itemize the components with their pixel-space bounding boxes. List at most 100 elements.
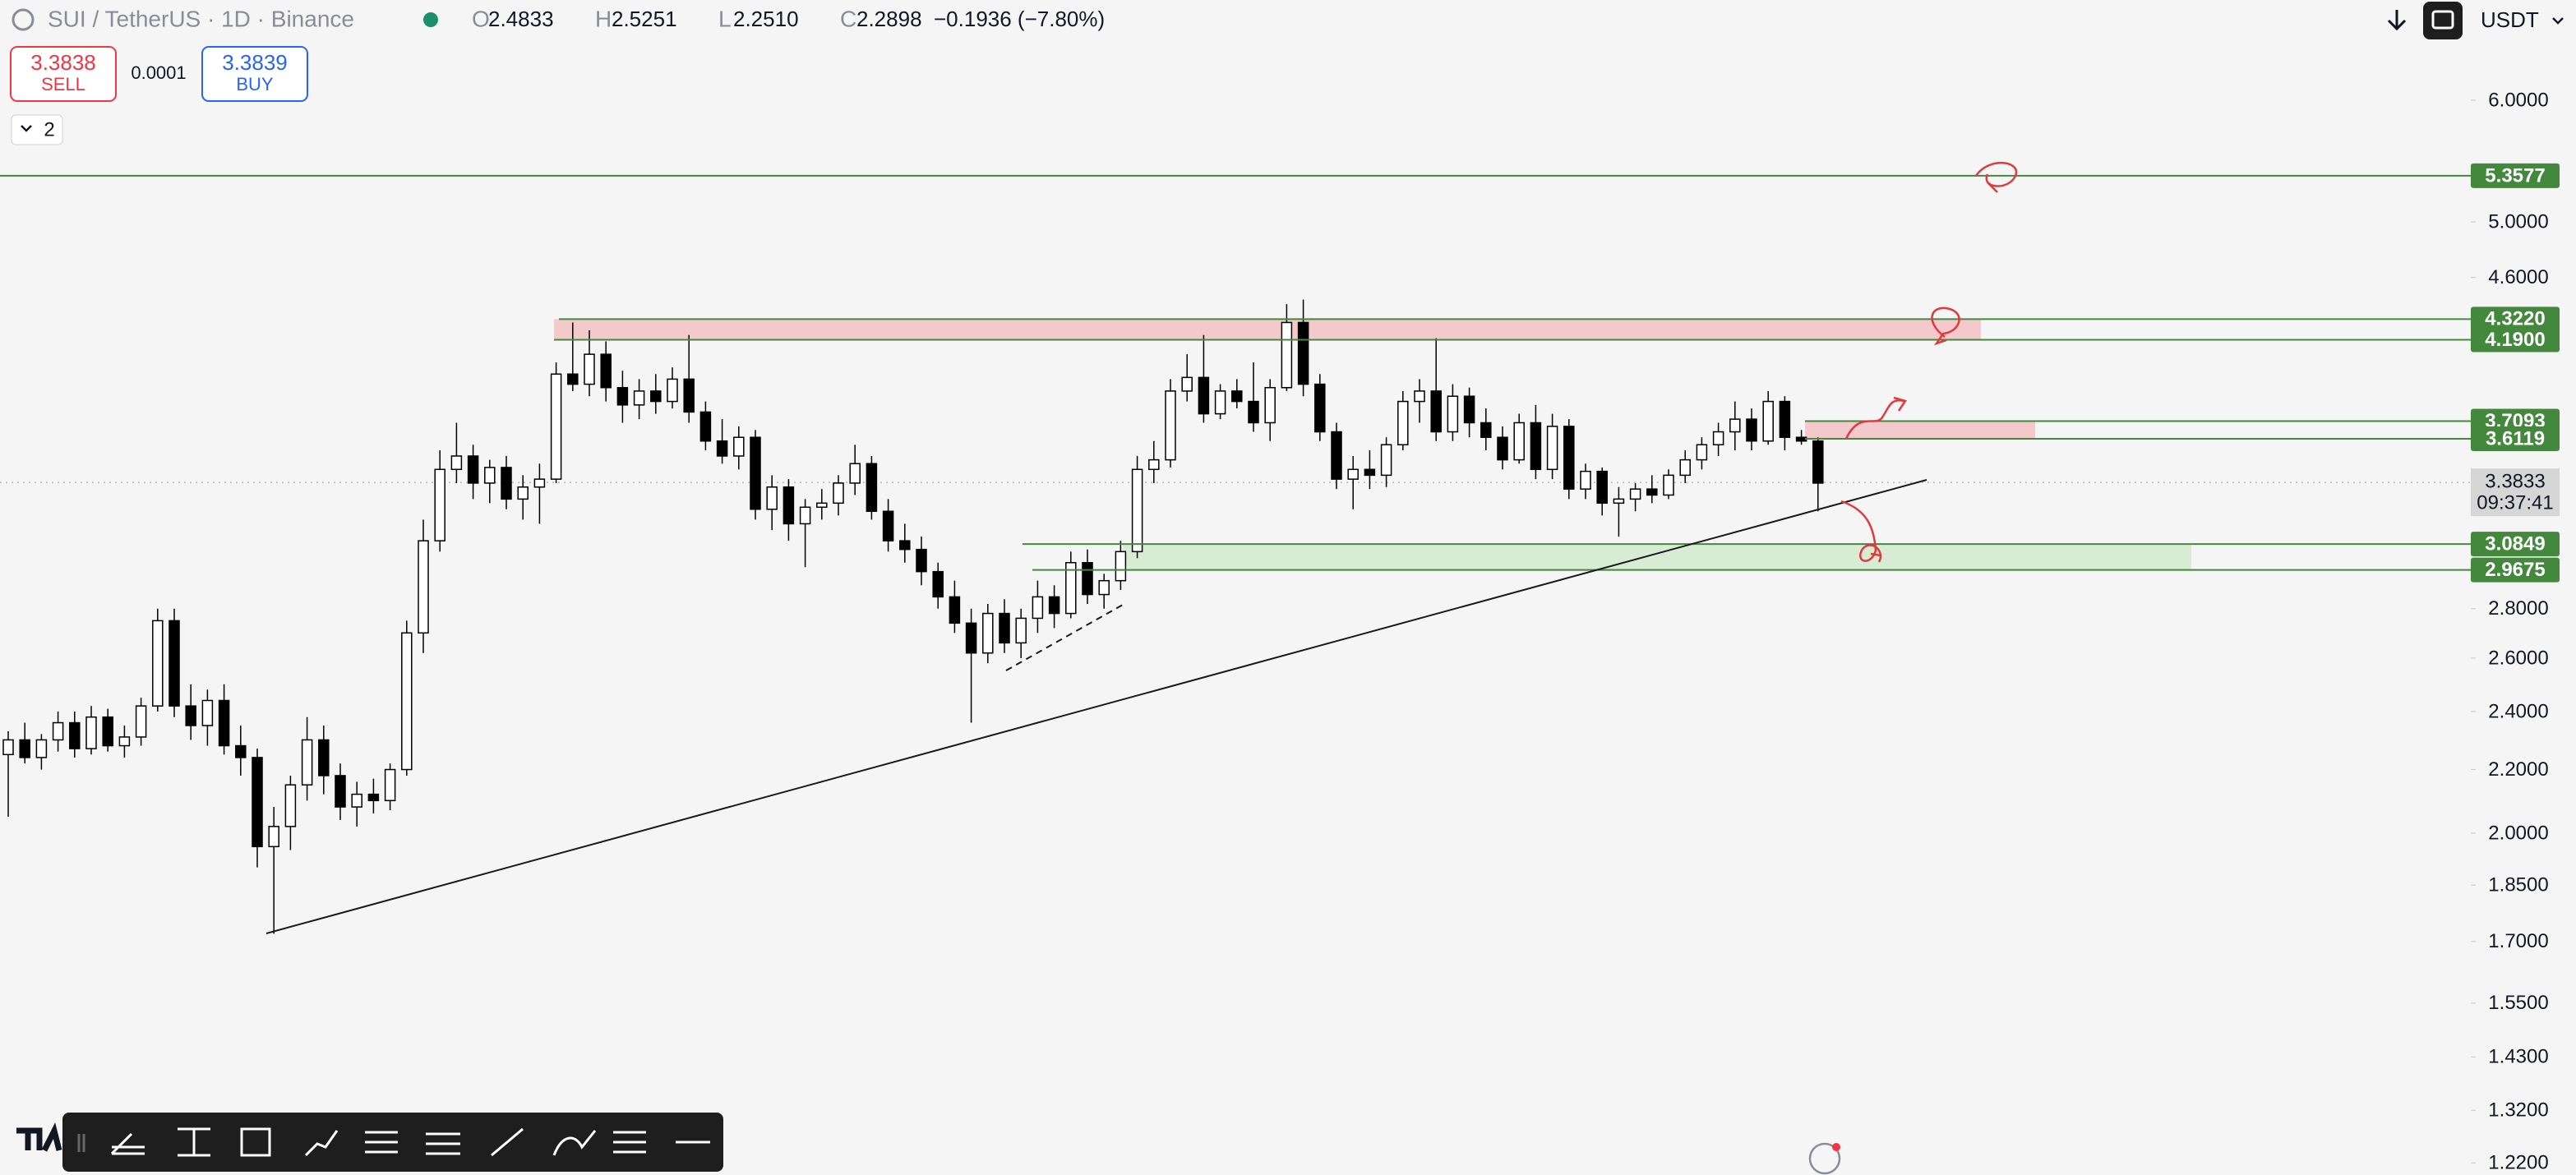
tool-brush[interactable] [552, 1130, 597, 1156]
layers-toggle[interactable] [11, 114, 63, 145]
y-tick-label: 1.3200 [2488, 1099, 2548, 1122]
candle-body [152, 620, 164, 707]
candle-body [135, 705, 147, 738]
candle-body [667, 378, 678, 403]
candle-body [85, 716, 97, 749]
y-tick-label: 2.2000 [2488, 758, 2548, 781]
candle-body [1032, 596, 1044, 620]
y-tick-label: 1.7000 [2488, 930, 2548, 952]
level-label: 5.3577 [2485, 164, 2545, 187]
chevron-icon [21, 125, 32, 132]
plot-area: 6.0000 5.0000 4.6000 2.8000 2.6000 2.4000 2.20… [0, 89, 2560, 1174]
y-tick-label: 1.5500 [2488, 992, 2548, 1014]
sell-label[interactable]: SELL [41, 74, 85, 94]
candle-body [1048, 596, 1060, 615]
buy-price[interactable]: 3.3839 [222, 50, 288, 75]
last-price-label: 3.3833 [2485, 470, 2545, 492]
candle-body [2, 739, 14, 756]
sell-button[interactable] [10, 46, 117, 102]
toolbar-icons [77, 1127, 710, 1157]
tool-path[interactable] [304, 1130, 339, 1157]
candle-body [849, 463, 861, 484]
candle-body [1447, 395, 1459, 433]
zone [1805, 421, 2035, 440]
tool-line[interactable] [491, 1127, 524, 1157]
candle-body [766, 486, 778, 510]
candle-body [932, 570, 944, 598]
hand-annotations [1840, 162, 2018, 563]
candle-body [616, 386, 629, 406]
buy-button[interactable] [201, 46, 308, 102]
candle-body [982, 612, 994, 654]
candle-body [550, 373, 562, 480]
screen-icon [2431, 10, 2454, 30]
candle-body [19, 739, 30, 758]
candle-body [185, 705, 196, 726]
candle-body [69, 721, 81, 749]
candle-body [833, 482, 844, 505]
candle-body [1463, 395, 1475, 424]
price-change: −0.1936 (−7.80%) [934, 7, 1105, 31]
candle-body [1148, 458, 1160, 471]
tool-measure[interactable] [178, 1127, 210, 1157]
annotation-up [1844, 396, 1907, 440]
tool-pitchfork[interactable] [110, 1132, 145, 1155]
candle-body [1065, 561, 1077, 615]
sell-price[interactable]: 3.3838 [30, 50, 96, 75]
zone [554, 319, 1981, 340]
replay-button[interactable] [1808, 1142, 1841, 1175]
candle-body [1696, 444, 1708, 461]
candle-body [533, 478, 546, 488]
tool-rect[interactable] [240, 1127, 271, 1157]
candle-body [1480, 422, 1492, 438]
last-price-box [2471, 468, 2560, 517]
currency[interactable]: USDT [2481, 7, 2539, 32]
tool-fib[interactable] [365, 1131, 398, 1154]
candle-body [284, 784, 297, 827]
candle-body [999, 612, 1010, 644]
trend-line [265, 479, 1927, 934]
candle-body [816, 502, 828, 509]
candle-body [1712, 431, 1724, 446]
buy-label[interactable]: BUY [236, 74, 274, 94]
candle-body [450, 455, 463, 471]
level-label-box [2471, 163, 2560, 188]
y-tick-label: 5.0000 [2488, 210, 2548, 233]
tool-gann[interactable] [426, 1132, 460, 1155]
candle-body [1198, 376, 1210, 415]
candle-body [1779, 400, 1791, 438]
candle-body [1015, 617, 1027, 644]
candle-body [633, 390, 645, 406]
level-label: 2.9675 [2485, 559, 2545, 581]
candle-body [1762, 400, 1774, 442]
candle-body [899, 540, 911, 551]
symbol-logo[interactable] [12, 8, 35, 31]
screen-button[interactable] [2423, 2, 2463, 39]
y-tick-label: 2.8000 [2488, 597, 2548, 620]
symbol-title[interactable]: SUI / TetherUS · 1D · Binance [48, 6, 354, 31]
ohlc-value: 2.4833 [488, 7, 554, 31]
candle-body [1165, 390, 1176, 461]
download-button[interactable] [2387, 10, 2407, 31]
candle-body [1231, 390, 1243, 403]
tv-logo[interactable] [16, 1122, 62, 1152]
candle-body [118, 736, 131, 747]
candle-body [949, 596, 961, 624]
ohlc-label: H [595, 6, 612, 31]
candle-body [1795, 436, 1807, 442]
candle-body [1646, 488, 1658, 496]
candle-body [1314, 383, 1326, 433]
candle-body [1679, 458, 1691, 477]
tool-lines[interactable] [613, 1131, 646, 1154]
market-status[interactable] [423, 12, 438, 27]
ohlc-value: 2.2898 [856, 7, 922, 31]
candle-body [1082, 561, 1093, 596]
candle-body [1729, 418, 1741, 433]
candle-body [1513, 422, 1525, 461]
drag-handle[interactable] [77, 1134, 85, 1152]
layers-count[interactable]: 2 [44, 118, 54, 141]
candle-body [716, 440, 728, 457]
annotation-loop [1974, 162, 2018, 193]
candle-body [235, 744, 247, 758]
candle-body [484, 467, 496, 484]
